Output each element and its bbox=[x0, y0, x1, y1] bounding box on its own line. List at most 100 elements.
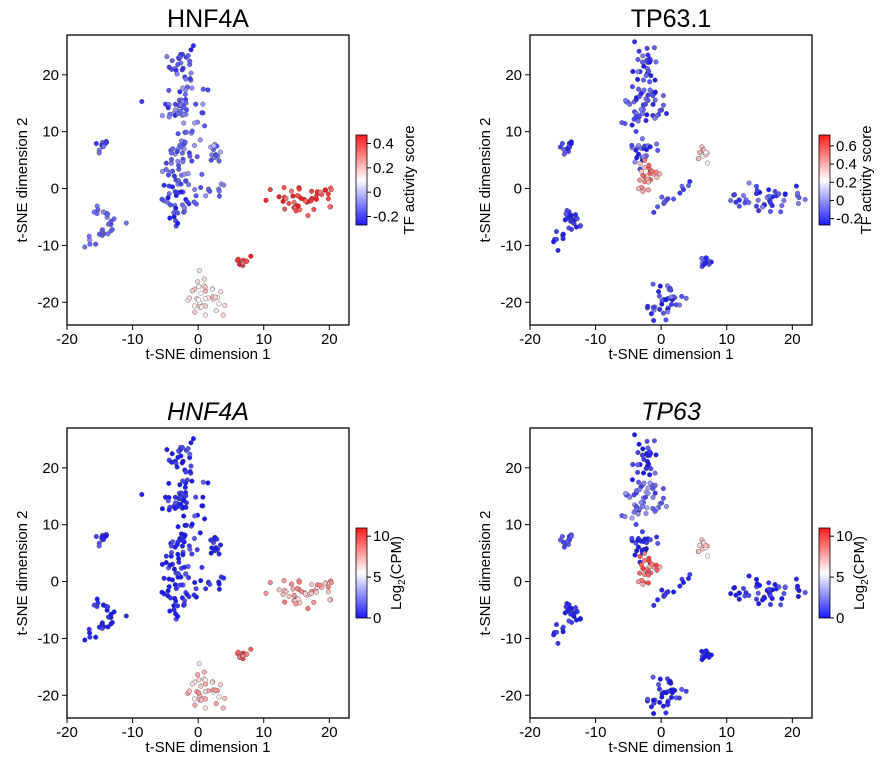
scatter-point bbox=[663, 690, 669, 696]
x-tick-label: -20 bbox=[519, 331, 541, 348]
scatter-point bbox=[802, 590, 808, 595]
scatter-point bbox=[703, 648, 709, 654]
scatter-point bbox=[202, 123, 208, 129]
scatter-point bbox=[82, 244, 88, 250]
scatter-point bbox=[654, 567, 660, 573]
scatter-point bbox=[305, 213, 311, 218]
x-tick-label: 10 bbox=[718, 331, 735, 348]
scatter-point bbox=[295, 596, 301, 602]
scatter-point bbox=[172, 189, 178, 195]
scatter-point bbox=[664, 504, 669, 509]
scatter-point bbox=[187, 153, 193, 159]
x-tick-label: -10 bbox=[585, 724, 607, 741]
scatter-point bbox=[197, 530, 203, 536]
colorbar: -0.2 0 0.2 0.4 TF activity score bbox=[355, 125, 418, 235]
scatter-point bbox=[192, 120, 198, 126]
scatter-point bbox=[679, 293, 685, 299]
scatter-point bbox=[627, 494, 633, 500]
scatter-point bbox=[286, 201, 292, 206]
scatter-point bbox=[188, 463, 194, 469]
scatter-point bbox=[167, 562, 173, 568]
scatter-point bbox=[189, 478, 195, 484]
scatter-point bbox=[677, 695, 682, 701]
scatter-point bbox=[778, 602, 784, 608]
colorbar: 0 5 10 Log2(CPM) bbox=[355, 527, 408, 627]
scatter-point bbox=[645, 187, 651, 193]
scatter-point bbox=[168, 543, 174, 549]
scatter-point bbox=[677, 190, 683, 196]
y-tick-label: 10 bbox=[505, 124, 522, 141]
scatter-point bbox=[782, 584, 788, 590]
scatter-point bbox=[659, 107, 665, 113]
scatter-point bbox=[213, 153, 219, 159]
scatter-point bbox=[651, 602, 657, 608]
scatter-point bbox=[163, 167, 169, 172]
scatter-point bbox=[647, 87, 653, 93]
scatter-point bbox=[177, 482, 183, 488]
plot-frame bbox=[66, 427, 350, 719]
scatter-point bbox=[175, 210, 181, 216]
colorbar-ticks: 0 5 10 bbox=[818, 527, 853, 627]
scatter-point bbox=[178, 501, 184, 507]
colorbar-gradient bbox=[356, 135, 367, 225]
scatter-point bbox=[186, 594, 192, 600]
scatter-point bbox=[159, 506, 165, 512]
scatter-point bbox=[650, 486, 656, 492]
scatter-point bbox=[654, 534, 660, 540]
scatter-point bbox=[216, 551, 222, 557]
scatter-point bbox=[325, 191, 331, 197]
x-tick-label: 20 bbox=[784, 724, 801, 741]
scatter-point bbox=[176, 571, 182, 577]
colorbar-gradient bbox=[356, 528, 367, 618]
colorbar-label-rest: (CPM) bbox=[851, 536, 868, 579]
scatter-point bbox=[328, 580, 334, 586]
scatter-point bbox=[679, 686, 685, 692]
scatter-point bbox=[646, 179, 651, 185]
scatter-point bbox=[182, 91, 188, 97]
scatter-point bbox=[317, 582, 323, 588]
scatter-point bbox=[651, 209, 657, 215]
scatter-point bbox=[638, 562, 644, 567]
scatter-point bbox=[796, 588, 802, 594]
scatter-point bbox=[573, 212, 579, 218]
scatter-point bbox=[309, 581, 315, 587]
scatter-point bbox=[186, 295, 192, 301]
y-tick-label: 0 bbox=[51, 181, 59, 198]
scatter-point bbox=[159, 196, 165, 202]
scatter-point bbox=[298, 196, 304, 201]
scatter-point bbox=[189, 158, 195, 164]
colorbar-tick-label: 10 bbox=[836, 528, 853, 545]
scatter-point bbox=[635, 462, 641, 468]
scatter-point bbox=[179, 150, 185, 156]
scatter-point bbox=[781, 198, 787, 203]
scatter-point bbox=[697, 542, 703, 548]
scatter-point bbox=[640, 452, 645, 458]
scatter-point bbox=[188, 47, 194, 53]
scatter-point bbox=[754, 581, 760, 587]
x-tick-label: 0 bbox=[657, 331, 665, 348]
scatter-point bbox=[218, 149, 223, 155]
scatter-point bbox=[123, 220, 129, 226]
scatter-point bbox=[746, 593, 752, 598]
scatter-point bbox=[766, 586, 772, 592]
scatter-point bbox=[311, 599, 317, 605]
x-axis-label: t-SNE dimension 1 bbox=[145, 346, 270, 363]
scatter-point bbox=[652, 115, 658, 121]
scatter-point bbox=[654, 141, 660, 147]
y-tick-label: 20 bbox=[505, 67, 522, 84]
scatter-point bbox=[650, 281, 656, 287]
scatter-point bbox=[222, 302, 228, 308]
scatter-point bbox=[703, 255, 709, 261]
x-tick-label: 0 bbox=[194, 331, 202, 348]
scatter-point bbox=[194, 547, 200, 553]
y-tick-label: 10 bbox=[42, 124, 59, 141]
colorbar-ticks: -0.2 00.20.40.6 bbox=[818, 134, 862, 228]
scatter-point bbox=[91, 602, 97, 608]
scatter-point bbox=[169, 58, 175, 64]
colorbar-tick-label: 0.2 bbox=[836, 174, 857, 191]
scatter-point bbox=[647, 144, 653, 150]
scatter-point bbox=[276, 587, 282, 593]
scatter-point bbox=[194, 154, 200, 160]
scatter-point bbox=[170, 184, 175, 190]
